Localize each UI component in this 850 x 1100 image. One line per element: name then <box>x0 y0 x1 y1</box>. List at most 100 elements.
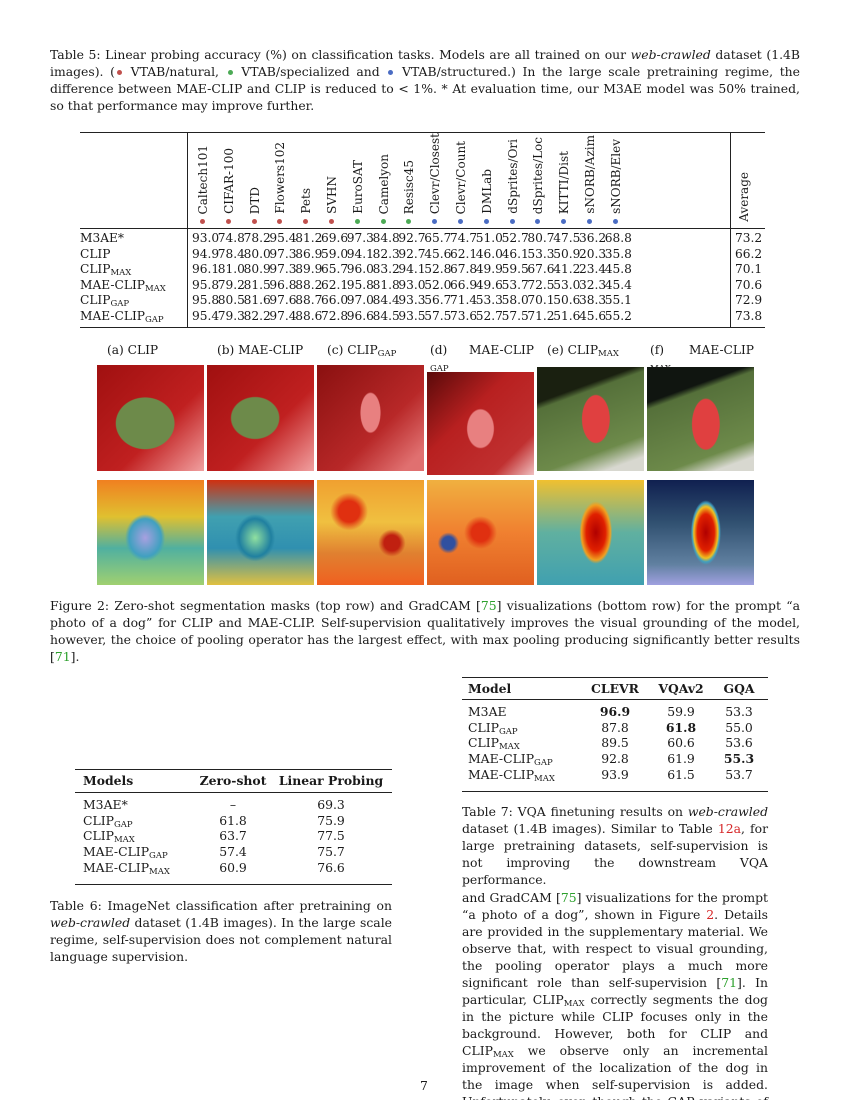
text-span: VTAB/specialized and <box>234 64 387 79</box>
model-subscript: GAP <box>498 726 518 737</box>
table-cell: 97.6 <box>269 293 297 308</box>
table-cell: 53.7 <box>725 766 753 782</box>
text-span: Table 6: ImageNet classification after p… <box>50 898 392 913</box>
table-cell: 59.5 <box>501 262 529 277</box>
column-header: Models <box>83 773 134 788</box>
row-label: M3AE* <box>80 231 124 247</box>
table-cell: 61.9 <box>667 751 695 767</box>
table-cell: 63.7 <box>219 828 247 844</box>
table-row: CLIPMAX 89.5 60.6 53.6 <box>462 735 768 751</box>
table-cell: 82.3 <box>372 246 400 261</box>
panel-label-text: (f) MAE-CLIP <box>650 343 754 357</box>
table-cell: 41.2 <box>553 262 581 277</box>
table-cell: 53.6 <box>725 735 753 751</box>
table-cell: 65.7 <box>321 262 349 277</box>
panel-label: (d) MAE-CLIP GAP <box>430 343 534 373</box>
specialized-dot-icon <box>406 219 412 224</box>
column-label: KITTI/Dist <box>557 150 572 214</box>
citation-link[interactable]: 75 <box>480 598 497 613</box>
table-cell: 67.6 <box>527 262 555 277</box>
segmentation-mask-image <box>647 367 754 471</box>
table-cell: 57.4 <box>219 844 247 860</box>
row-label: CLIPGAP <box>80 293 129 309</box>
text-span: dataset (1.4B images). ( <box>50 47 801 79</box>
panel-label-text: (a) CLIP <box>107 343 159 357</box>
column-header: dSprites/Ori <box>502 134 526 226</box>
table-row: M3AE* 93.0 74.8 78.2 95.4 81.2 69.6 97.3 84.8 92.… <box>80 231 765 247</box>
table-cell: 79.2 <box>217 277 245 292</box>
table-cell: 59.0 <box>321 246 349 261</box>
table-cell: 92.7 <box>398 246 426 261</box>
subscript: MAX <box>492 1050 514 1060</box>
table-cell: 45.8 <box>604 262 632 277</box>
table-cell: 81.6 <box>243 293 271 308</box>
model-name: CLIP <box>83 812 114 828</box>
table-rule <box>75 792 392 793</box>
table-cell: 61.8 <box>219 812 247 828</box>
table-cell: 53.3 <box>475 293 503 308</box>
average-cell: 73.2 <box>735 231 763 245</box>
table-cell: 95.8 <box>192 293 220 308</box>
structured-dot-icon <box>458 219 463 224</box>
table-cell: 80.7 <box>527 231 555 245</box>
table-cell: 49.6 <box>475 277 503 292</box>
column-label: Camelyon <box>376 153 391 214</box>
column-label: EuroSAT <box>350 160 365 214</box>
column-header: Zero-shot <box>199 773 267 788</box>
table-cell: 38.3 <box>579 293 607 308</box>
table-cell: 71.4 <box>450 293 478 308</box>
model-name: MAE-CLIP <box>80 309 145 323</box>
table-cell: 93.9 <box>601 766 629 782</box>
panel-label-subscript: GAP <box>377 349 397 359</box>
column-label: Clevr/Count <box>454 140 468 214</box>
column-header: Pets <box>295 134 319 226</box>
column-label: dSprites/Loc <box>531 136 546 214</box>
column-label: sNORB/Elev <box>608 139 623 214</box>
model-name: M3AE <box>468 704 507 719</box>
table-cell: 76.6 <box>317 859 345 875</box>
table-row: CLIPMAX 96.1 81.0 80.9 97.3 89.9 65.7 96.0 83.2 9… <box>80 262 765 278</box>
structured-dot-icon <box>612 219 618 224</box>
segmentation-mask-image <box>207 365 314 471</box>
text-span: web-crawled <box>687 804 768 819</box>
text-span: and GradCAM [ <box>462 890 561 905</box>
natural-dot-icon <box>225 219 231 224</box>
natural-dot-icon <box>329 219 334 224</box>
gradcam-heatmap-image <box>97 480 204 585</box>
model-name: CLIP <box>80 262 111 277</box>
citation-link[interactable]: 75 <box>560 890 577 905</box>
body-paragraph: and GradCAM [75] visualizations for the … <box>462 889 768 1100</box>
table-cell: 71.2 <box>527 309 555 323</box>
table-row: MAE-CLIPMAX 60.9 76.6 <box>75 860 392 876</box>
reference-link[interactable]: 2 <box>706 907 715 922</box>
gradcam-heatmap-image <box>647 480 754 585</box>
reference-link[interactable]: 12a <box>717 821 741 836</box>
table-row: M3AE* – 69.3 <box>75 797 392 813</box>
model-name: CLIP <box>80 246 111 261</box>
table-cell: 96.8 <box>269 277 297 292</box>
natural-dot-icon <box>277 219 283 224</box>
column-label: Caltech101 <box>196 144 210 214</box>
table6: Models Zero-shot Linear Probing M3AE* –69.3 C… <box>75 769 392 887</box>
table-cell: 52.8 <box>424 262 452 277</box>
table-cell: 52.7 <box>501 231 529 245</box>
table-cell: 97.0 <box>346 293 374 308</box>
citation-link[interactable]: 71 <box>54 649 71 664</box>
gradcam-heatmap-image <box>427 480 534 585</box>
row-label: M3AE <box>468 704 507 720</box>
table-cell: 95.8 <box>346 277 374 292</box>
table-cell: 75.7 <box>317 844 345 860</box>
citation-link[interactable]: 71 <box>721 975 737 990</box>
panel-label-subscript: MAX <box>598 349 619 359</box>
column-header: Caltech101 <box>192 134 216 226</box>
column-header: CIFAR-100 <box>218 134 242 226</box>
column-header: Camelyon <box>373 134 397 226</box>
column-label: DTD <box>247 186 262 214</box>
model-subscript: MAX <box>534 773 555 784</box>
table-header-row: Model CLEVR VQAv2 GQA <box>462 681 768 697</box>
model-subscript: MAX <box>144 283 166 294</box>
column-label: DMLab <box>479 169 494 214</box>
table-cell: 79.3 <box>217 309 245 323</box>
structured-dot-icon <box>587 219 592 224</box>
row-label: CLIPMAX <box>83 828 135 844</box>
